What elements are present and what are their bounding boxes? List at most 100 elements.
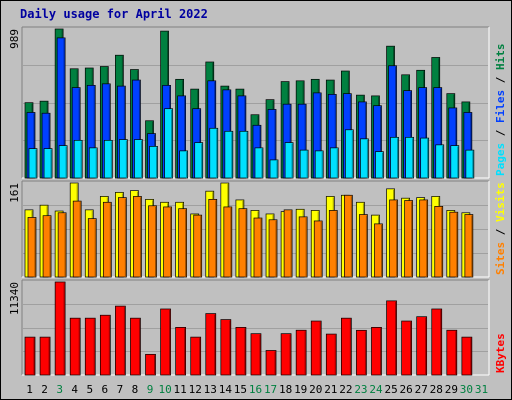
day-label: 31 — [475, 383, 488, 396]
pages-bar — [390, 136, 399, 179]
pages-bar — [420, 137, 430, 179]
pages-bar — [465, 149, 475, 179]
kbytes-bar — [431, 308, 443, 376]
sites-bar — [298, 216, 308, 278]
day-label: 7 — [117, 383, 124, 396]
day-label: 22 — [339, 383, 352, 396]
kbytes-bar — [235, 327, 247, 376]
sites-bar — [344, 194, 353, 278]
kbytes-bar — [205, 313, 217, 376]
kbytes-bar — [295, 329, 307, 376]
day-label: 3 — [56, 383, 63, 396]
day-label: 23 — [354, 383, 367, 396]
kbytes-bar — [175, 327, 186, 376]
day-label: 15 — [234, 383, 247, 396]
y-max-label: 989 — [8, 29, 21, 49]
kbytes-bar — [24, 336, 36, 376]
legend: KBytes — [494, 333, 507, 373]
sites-bar — [72, 200, 82, 278]
sites-bar — [102, 201, 112, 278]
sites-bar — [374, 223, 383, 278]
day-label: 27 — [415, 383, 428, 396]
day-label: 6 — [102, 383, 109, 396]
chart-title: Daily usage for April 2022 — [20, 7, 208, 21]
kbytes-panel: 11340 KBytes — [8, 279, 507, 376]
day-label: 14 — [219, 383, 233, 396]
sites-bar — [148, 205, 157, 278]
legend-entry: Sites — [494, 242, 507, 275]
day-label: 26 — [400, 383, 413, 396]
sites-bar — [464, 214, 474, 278]
pages-bar — [43, 148, 53, 179]
sites-bar — [178, 208, 187, 278]
kbytes-bar — [54, 281, 66, 376]
pages-bar — [88, 147, 98, 179]
legend-separator: / — [494, 70, 507, 90]
day-label: 21 — [324, 383, 337, 396]
day-label: 28 — [430, 383, 443, 396]
pages-bar — [345, 129, 354, 179]
kbytes-bar — [310, 320, 322, 376]
sites-bar — [27, 217, 37, 278]
day-label: 2 — [41, 383, 48, 396]
kbytes-bar — [84, 317, 96, 376]
kbytes-bar — [341, 317, 352, 376]
sites-bar — [163, 206, 172, 278]
pages-bar — [164, 108, 173, 179]
sites-bar — [118, 197, 127, 278]
day-label: 30 — [460, 383, 473, 396]
day-label: 19 — [294, 383, 307, 396]
sites-bar — [434, 206, 444, 278]
kbytes-bar — [416, 316, 428, 376]
day-label: 24 — [369, 383, 383, 396]
pages-bar — [209, 127, 219, 179]
sites-bar — [208, 198, 218, 278]
legend-entry: KBytes — [494, 333, 507, 373]
sites-bar — [313, 220, 323, 278]
pages-bar — [314, 150, 324, 179]
sites-bar — [87, 218, 97, 278]
day-label: 8 — [132, 383, 139, 396]
kbytes-bar — [386, 300, 397, 376]
pages-bar — [269, 159, 279, 179]
pages-bar — [134, 139, 143, 179]
pages-bar — [239, 130, 249, 179]
sites-bar — [238, 208, 248, 278]
day-label: 1 — [26, 383, 33, 396]
day-label: 16 — [249, 383, 262, 396]
visits-sites-panel: 161 Sites / Visits — [8, 180, 507, 278]
kbytes-bar — [99, 314, 111, 376]
kbytes-bar — [325, 333, 337, 376]
pages-bar — [179, 150, 188, 179]
x-axis-day-labels: 1 2 3 4 5 6 7 8 9 10 11 12 13 14 15 16 17 18 19 20 21 22 23 24 2… — [26, 383, 488, 396]
pages-bar — [73, 139, 83, 179]
sites-bar — [268, 219, 278, 278]
day-label: 9 — [147, 383, 154, 396]
kbytes-bar — [461, 336, 473, 376]
sites-bar — [359, 214, 368, 278]
sites-bar — [449, 211, 459, 278]
pages-bar — [254, 147, 264, 179]
day-label: 12 — [189, 383, 202, 396]
kbytes-bar — [401, 320, 412, 376]
day-label: 10 — [158, 383, 171, 396]
kbytes-bar — [145, 353, 156, 376]
sites-bar — [223, 206, 233, 278]
kbytes-bar — [280, 333, 292, 376]
sites-bar — [283, 209, 293, 278]
kbytes-bar — [115, 305, 126, 376]
legend-entry: Visits — [494, 182, 507, 222]
day-label: 11 — [174, 383, 187, 396]
pages-bar — [224, 130, 234, 179]
sites-bar — [57, 212, 67, 278]
legend: Sites / Visits — [494, 182, 507, 275]
pages-bar — [194, 142, 204, 179]
pages-bar — [375, 151, 384, 179]
kbytes-bar — [69, 317, 81, 376]
legend: Pages / Files / Hits — [494, 44, 507, 177]
day-label: 17 — [264, 383, 277, 396]
kbytes-bar — [39, 336, 51, 376]
kbytes-bar — [446, 329, 458, 376]
legend-entry: Pages — [494, 143, 507, 176]
day-label: 13 — [204, 383, 217, 396]
